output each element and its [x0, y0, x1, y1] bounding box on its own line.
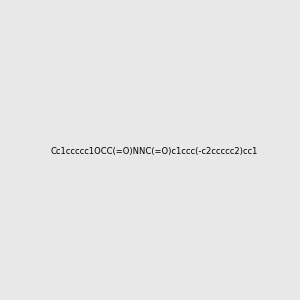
Text: Cc1ccccc1OCC(=O)NNC(=O)c1ccc(-c2ccccc2)cc1: Cc1ccccc1OCC(=O)NNC(=O)c1ccc(-c2ccccc2)c…: [50, 147, 257, 156]
